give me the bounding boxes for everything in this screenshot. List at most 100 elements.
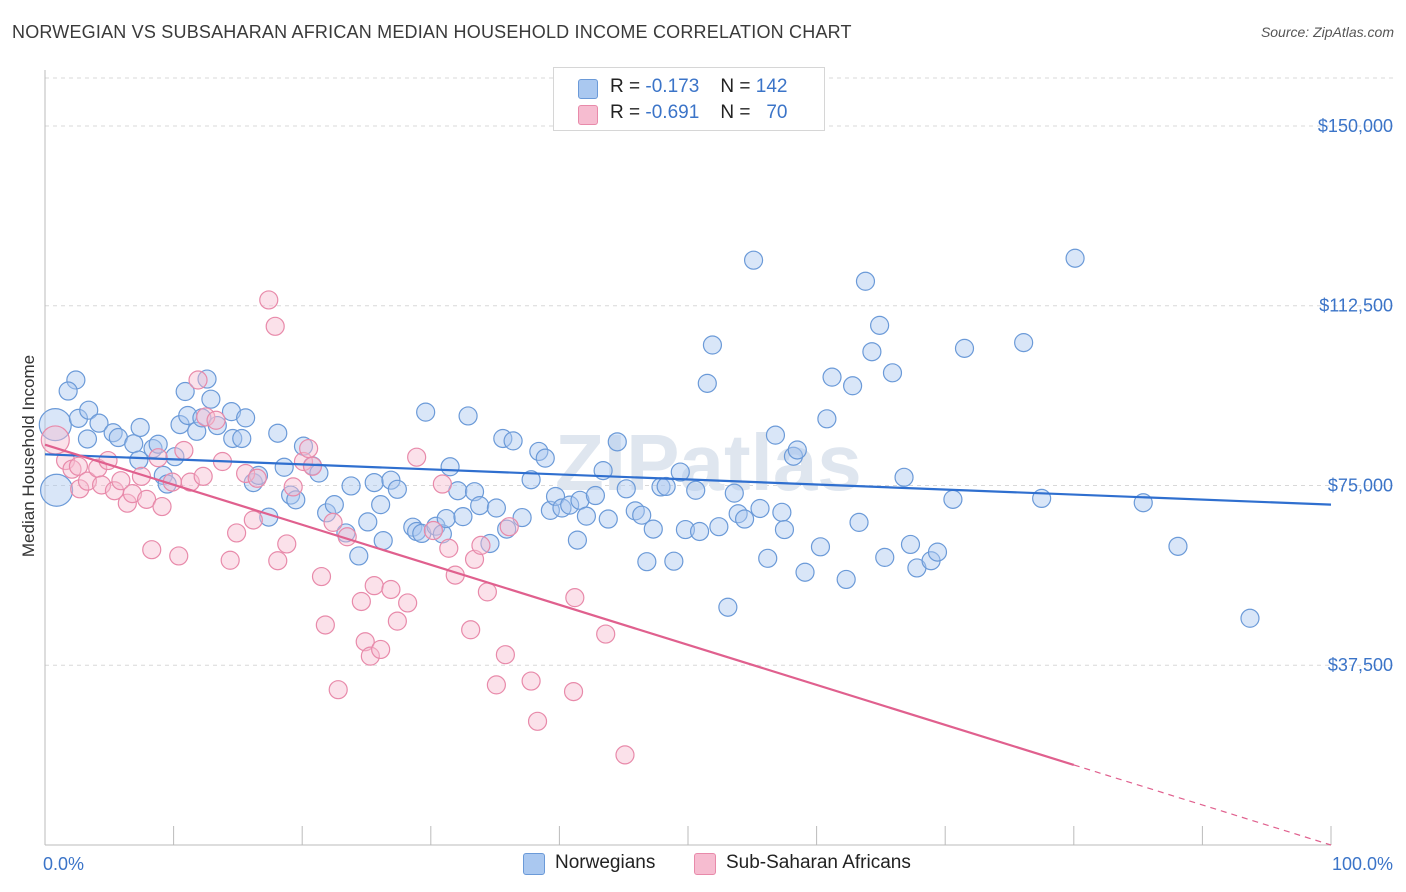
point-subsaharan xyxy=(596,624,616,644)
point-norwegian xyxy=(616,479,636,499)
point-norwegian xyxy=(637,552,657,572)
y-tick-label: $75,000 xyxy=(1328,475,1393,495)
point-norwegian xyxy=(675,519,696,540)
point-norwegian xyxy=(585,485,606,506)
n-value: 142 xyxy=(755,76,788,97)
point-norwegian xyxy=(68,408,89,428)
point-norwegian xyxy=(66,370,86,390)
point-norwegian xyxy=(598,509,618,529)
point-norwegian xyxy=(656,476,676,497)
point-norwegian xyxy=(364,472,384,493)
x-tick-label: 0.0% xyxy=(43,854,84,874)
point-norwegian xyxy=(77,429,98,449)
point-norwegian xyxy=(552,498,572,518)
point-subsaharan xyxy=(193,466,213,486)
point-norwegian xyxy=(503,431,523,451)
point-norwegian xyxy=(643,519,663,539)
point-norwegian xyxy=(882,363,903,383)
point-norwegian xyxy=(453,507,473,527)
point-norwegian xyxy=(743,250,764,270)
point-norwegian xyxy=(689,521,710,542)
point-norwegian xyxy=(148,434,168,454)
point-subsaharan xyxy=(277,534,297,554)
point-norwegian xyxy=(772,502,792,522)
point-norwegian xyxy=(718,597,738,617)
point-norwegian xyxy=(1240,608,1260,628)
point-subsaharan xyxy=(495,645,515,665)
point-norwegian xyxy=(535,448,555,468)
point-norwegian xyxy=(836,569,856,590)
pink-swatch xyxy=(694,853,716,875)
point-subsaharan xyxy=(615,745,635,765)
point-subsaharan xyxy=(299,438,319,459)
point-norwegian xyxy=(787,440,807,460)
point-subsaharan xyxy=(174,440,194,461)
point-norwegian xyxy=(765,425,786,445)
point-subsaharan xyxy=(439,538,459,558)
point-norwegian xyxy=(232,428,252,449)
point-subsaharan xyxy=(136,489,157,509)
y-tick-label: $112,500 xyxy=(1319,296,1393,316)
point-subsaharan xyxy=(227,523,247,543)
point-norwegian xyxy=(58,381,78,401)
point-norwegian xyxy=(709,517,729,537)
point-norwegian xyxy=(545,486,566,507)
point-subsaharan xyxy=(247,468,267,488)
y-tick-label: $37,500 xyxy=(1328,655,1393,675)
point-norwegian xyxy=(576,506,597,526)
point-norwegian xyxy=(849,512,869,532)
chart-title: NORWEGIAN VS SUBSAHARAN AFRICAN MEDIAN H… xyxy=(12,22,852,42)
point-subsaharan xyxy=(398,593,418,613)
point-subsaharan xyxy=(364,576,384,596)
x-tick-label: 100.0% xyxy=(1332,854,1393,874)
point-norwegian xyxy=(268,423,288,443)
point-norwegian xyxy=(349,546,369,566)
r-label: R = xyxy=(610,102,641,123)
point-norwegian xyxy=(817,409,837,429)
trend-line-norwegians xyxy=(44,453,1332,506)
point-subsaharan xyxy=(407,447,427,467)
point-norwegian xyxy=(855,271,876,291)
point-subsaharan xyxy=(77,471,98,491)
point-subsaharan xyxy=(111,471,131,491)
point-norwegian xyxy=(810,537,831,557)
point-norwegian xyxy=(130,417,150,438)
point-subsaharan xyxy=(196,407,216,427)
point-norwegian xyxy=(440,457,460,477)
point-subsaharan xyxy=(283,477,303,497)
point-subsaharan xyxy=(122,484,143,504)
point-subsaharan xyxy=(423,520,443,541)
point-norwegian xyxy=(371,495,391,515)
point-norwegian xyxy=(670,462,690,482)
point-subsaharan xyxy=(188,370,208,390)
point-subsaharan xyxy=(142,540,162,560)
point-norwegian xyxy=(341,476,361,496)
point-subsaharan xyxy=(563,681,584,702)
point-norwegian xyxy=(236,408,256,428)
point-subsaharan xyxy=(499,517,519,537)
point-subsaharan xyxy=(486,675,506,695)
point-subsaharan xyxy=(259,290,279,310)
point-norwegian xyxy=(416,402,436,422)
point-norwegian xyxy=(900,534,921,555)
axes xyxy=(44,70,1332,846)
point-subsaharan xyxy=(268,551,288,571)
point-norwegian xyxy=(1014,333,1034,353)
point-norwegian xyxy=(734,509,755,529)
point-norwegian xyxy=(221,402,242,422)
point-norwegian xyxy=(201,389,221,409)
point-subsaharan xyxy=(243,510,263,530)
x-tick-labels: 0.0% 100.0% xyxy=(43,854,1393,874)
point-subsaharan xyxy=(360,646,380,666)
n-value: 70 xyxy=(766,102,788,123)
point-norwegian xyxy=(274,457,294,477)
point-subsaharan xyxy=(302,456,323,476)
series-subsaharan-africans xyxy=(40,290,635,765)
point-subsaharan xyxy=(315,615,335,635)
point-norwegian xyxy=(175,381,195,402)
n-label: N = xyxy=(720,102,751,123)
point-norwegian xyxy=(497,519,517,539)
point-norwegian xyxy=(436,508,456,529)
y-tick-labels: $37,500 $75,000 $112,500 $150,000 xyxy=(1318,116,1393,675)
point-norwegian xyxy=(750,498,770,519)
